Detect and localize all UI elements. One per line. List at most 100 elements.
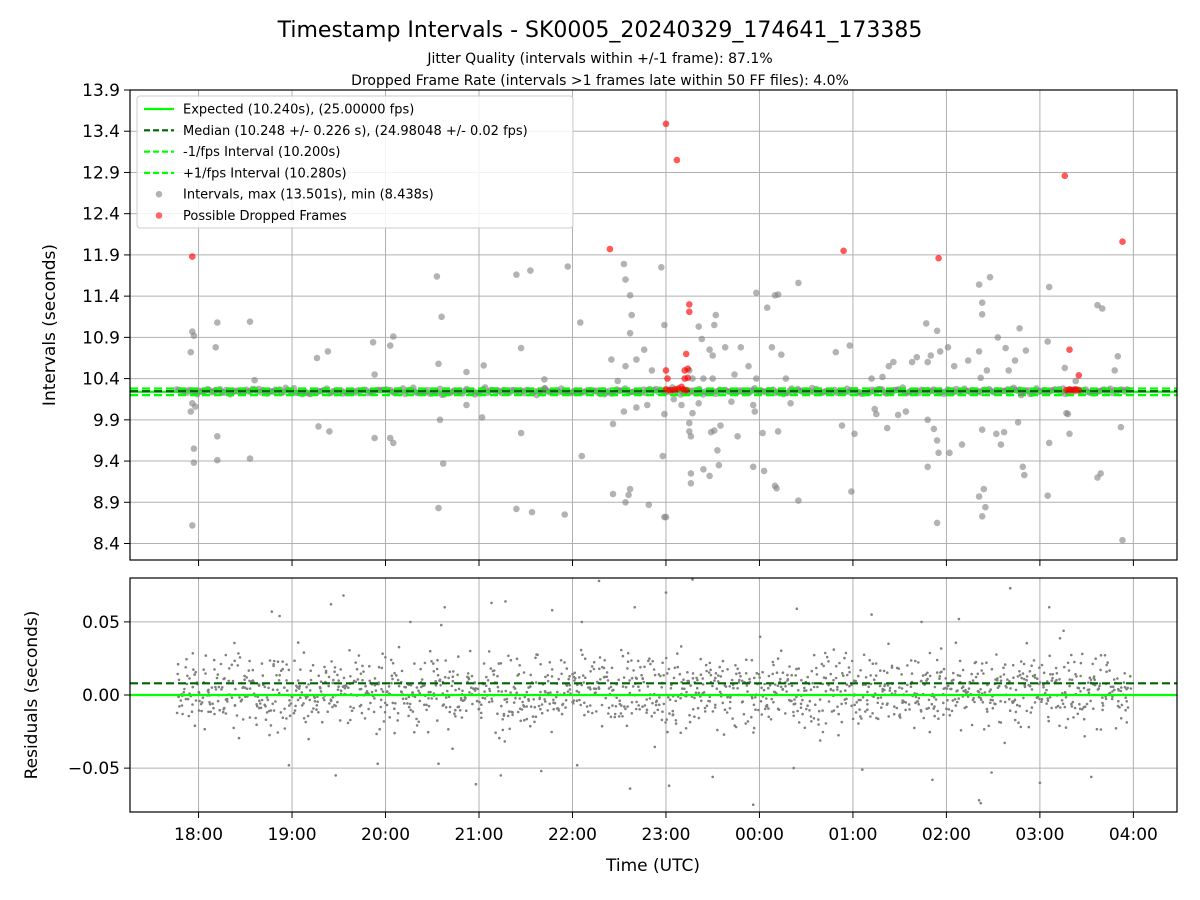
residual-point <box>864 710 867 713</box>
x-tick-label: 00:00 <box>735 825 784 845</box>
interval-point <box>561 511 568 518</box>
residual-point <box>723 733 726 736</box>
residual-point <box>1126 687 1129 690</box>
residual-point <box>384 656 387 659</box>
interval-point <box>247 318 254 325</box>
interval-point <box>764 304 771 311</box>
residual-point <box>393 732 396 735</box>
residual-point <box>627 660 630 663</box>
interval-point <box>440 460 447 467</box>
residual-point <box>626 725 629 728</box>
residual-point <box>183 691 186 694</box>
residual-point <box>859 699 862 702</box>
residual-point <box>793 698 796 701</box>
residual-point <box>952 699 955 702</box>
residual-point <box>665 591 668 594</box>
residual-point <box>632 669 635 672</box>
interval-point <box>513 271 520 278</box>
residual-point <box>887 715 890 718</box>
interval-point <box>700 375 707 382</box>
residual-point <box>579 704 582 707</box>
residual-point <box>558 709 561 712</box>
intervals-ytick-label: 10.9 <box>82 328 120 348</box>
residual-point <box>682 678 685 681</box>
residual-point <box>400 691 403 694</box>
residual-point <box>840 703 843 706</box>
interval-point <box>1002 345 1009 352</box>
residual-point <box>580 649 583 652</box>
residual-point <box>716 729 719 732</box>
residual-point <box>1062 630 1065 633</box>
residual-point <box>598 580 601 583</box>
residual-point <box>433 670 436 673</box>
residual-point <box>500 662 503 665</box>
residual-point <box>635 677 638 680</box>
residual-point <box>327 685 330 688</box>
residual-point <box>692 708 695 711</box>
interval-point <box>191 459 198 466</box>
residual-point <box>468 678 471 681</box>
residual-point <box>1117 700 1120 703</box>
residual-point <box>254 717 257 720</box>
residual-point <box>863 654 866 657</box>
residual-point <box>180 699 183 702</box>
dropped-frame-point <box>686 309 693 316</box>
residual-point <box>1015 689 1018 692</box>
dropped-frame-point <box>189 253 196 260</box>
residual-point <box>384 702 387 705</box>
residual-point <box>920 680 923 683</box>
residual-point <box>778 708 781 711</box>
residual-point <box>906 684 909 687</box>
residual-point <box>445 706 448 709</box>
intervals-ytick-label: 10.4 <box>82 370 120 390</box>
residual-point <box>1022 697 1025 700</box>
residual-point <box>741 680 744 683</box>
residual-point <box>465 709 468 712</box>
residual-point <box>430 660 433 663</box>
residual-point <box>328 676 331 679</box>
residual-point <box>1084 705 1087 708</box>
residual-point <box>233 660 236 663</box>
interval-point <box>610 491 617 498</box>
chart-title: Timestamp Intervals - SK0005_20240329_17… <box>277 18 923 43</box>
residual-point <box>1061 699 1064 702</box>
residual-point <box>1113 689 1116 692</box>
residual-point <box>1106 661 1109 664</box>
interval-point <box>188 408 195 415</box>
dropped-frame-point <box>607 246 614 253</box>
residual-point <box>769 684 772 687</box>
residual-point <box>913 727 916 730</box>
residual-point <box>630 659 633 662</box>
interval-point <box>614 378 621 385</box>
residual-point <box>355 681 358 684</box>
residual-point <box>703 691 706 694</box>
residual-point <box>1098 685 1101 688</box>
residual-point <box>417 721 420 724</box>
interval-point <box>325 348 332 355</box>
residual-point <box>1005 686 1008 689</box>
residual-point <box>674 700 677 703</box>
residual-point <box>502 729 505 732</box>
residual-point <box>198 700 201 703</box>
residual-point <box>718 666 721 669</box>
residual-point <box>274 700 277 703</box>
residual-point <box>1062 703 1065 706</box>
legend-label: -1/fps Interval (10.200s) <box>183 145 340 160</box>
residual-point <box>458 705 461 708</box>
residual-point <box>891 666 894 669</box>
residual-point <box>1072 716 1075 719</box>
residual-point <box>844 689 847 692</box>
residual-point <box>334 705 337 708</box>
residual-point <box>378 728 381 731</box>
residual-point <box>917 703 920 706</box>
residual-point <box>406 702 409 705</box>
residual-point <box>368 680 371 683</box>
residual-point <box>923 717 926 720</box>
residual-point <box>672 710 675 713</box>
residual-point <box>303 651 306 654</box>
residual-point <box>667 696 670 699</box>
residual-point <box>822 665 825 668</box>
residual-point <box>409 621 412 624</box>
residual-point <box>1120 686 1123 689</box>
residual-point <box>1052 673 1055 676</box>
